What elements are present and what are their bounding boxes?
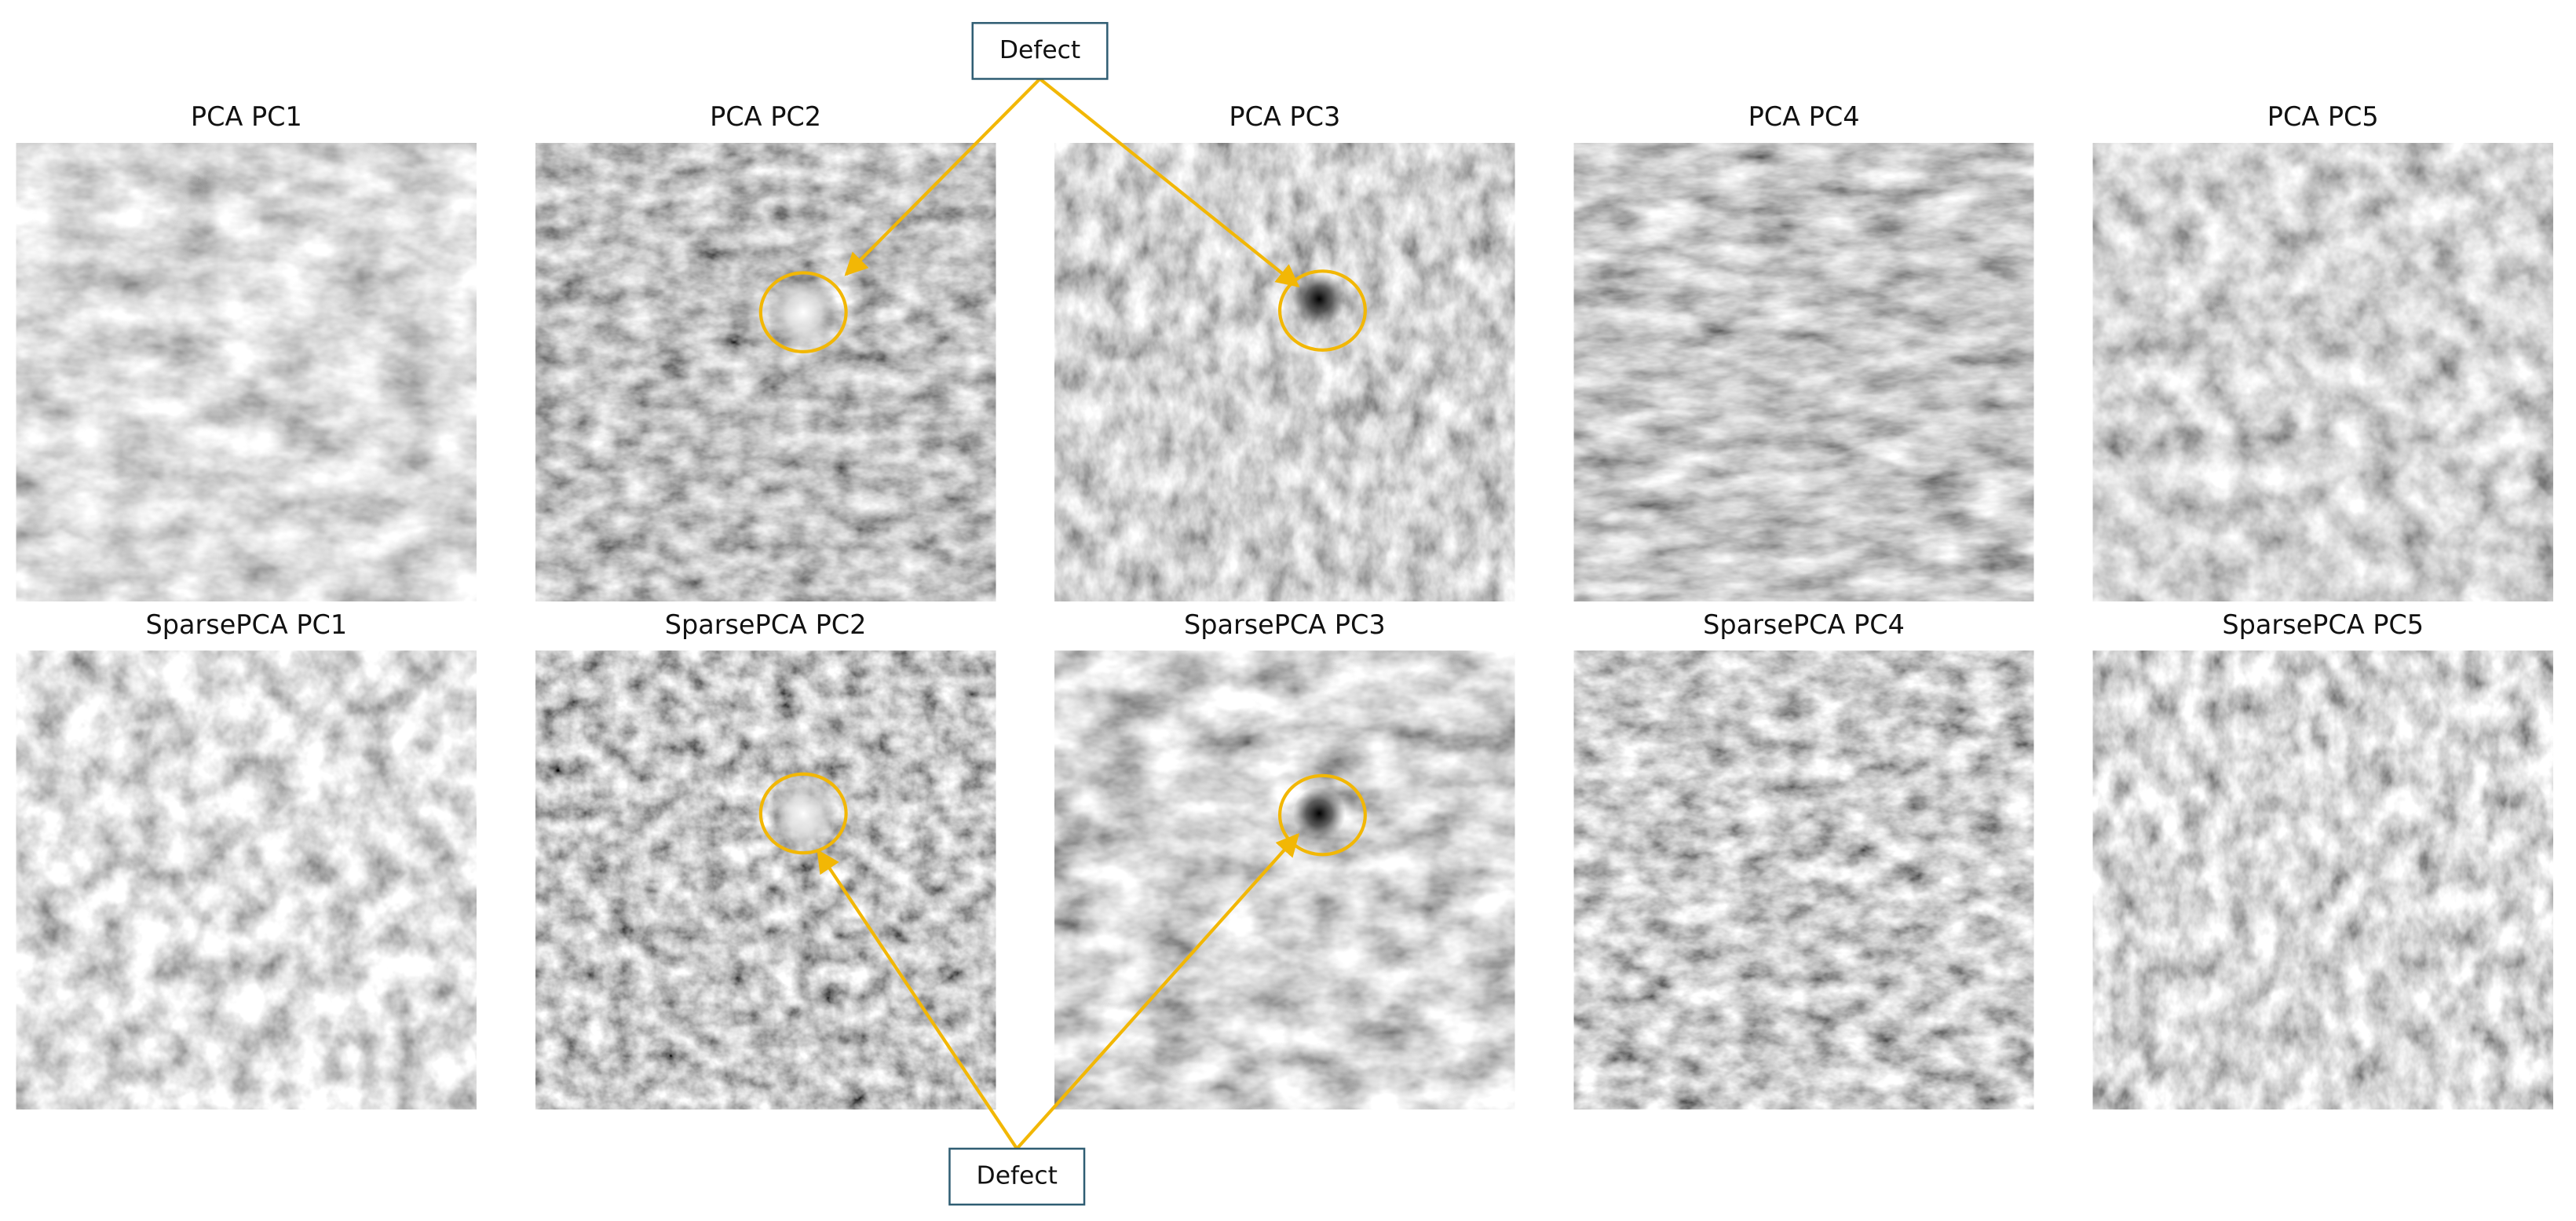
component-image bbox=[16, 143, 477, 601]
panel-title: SparsePCA PC1 bbox=[146, 609, 348, 640]
panel-title: PCA PC1 bbox=[191, 101, 302, 132]
component-image bbox=[535, 143, 996, 601]
annotations bbox=[758, 77, 1367, 1150]
panel-title: SparsePCA PC4 bbox=[1703, 609, 1905, 640]
panel-title: PCA PC5 bbox=[2267, 101, 2379, 132]
panel-title: PCA PC4 bbox=[1748, 101, 1860, 132]
component-image bbox=[1573, 143, 2034, 601]
component-image bbox=[535, 650, 996, 1110]
arrow bbox=[817, 849, 1018, 1150]
component-image bbox=[2092, 650, 2553, 1110]
component-image bbox=[2092, 143, 2553, 601]
panel-title: SparsePCA PC5 bbox=[2222, 609, 2424, 640]
panel-title: SparsePCA PC2 bbox=[665, 609, 867, 640]
arrow bbox=[1015, 832, 1300, 1150]
component-image bbox=[16, 650, 477, 1110]
defect-spot bbox=[1292, 787, 1346, 840]
label-box bbox=[971, 22, 1109, 80]
defect-spot bbox=[767, 276, 840, 349]
component-image bbox=[1054, 143, 1515, 601]
defect-spot bbox=[1292, 272, 1346, 326]
defect-circle bbox=[758, 271, 848, 353]
arrow bbox=[844, 77, 1042, 276]
defect-circle bbox=[1277, 773, 1367, 857]
panel-title: SparsePCA PC3 bbox=[1184, 609, 1386, 640]
panel-title: PCA PC3 bbox=[1229, 101, 1340, 132]
defect-circle bbox=[758, 772, 848, 855]
panel-grid: PCA PC1 PCA PC2 PCA PC3 PCA PC4 PCA PC5 Spars… bbox=[16, 101, 2553, 1110]
defect-spot bbox=[767, 777, 840, 850]
component-image bbox=[1054, 650, 1515, 1110]
component-image bbox=[1573, 650, 2034, 1110]
arrow bbox=[1039, 77, 1300, 287]
panel-title: PCA PC2 bbox=[710, 101, 821, 132]
defect-circle bbox=[1277, 269, 1367, 352]
label-box bbox=[948, 1147, 1086, 1206]
defect-label: Defect bbox=[977, 1161, 1058, 1190]
defect-label: Defect bbox=[999, 36, 1080, 64]
